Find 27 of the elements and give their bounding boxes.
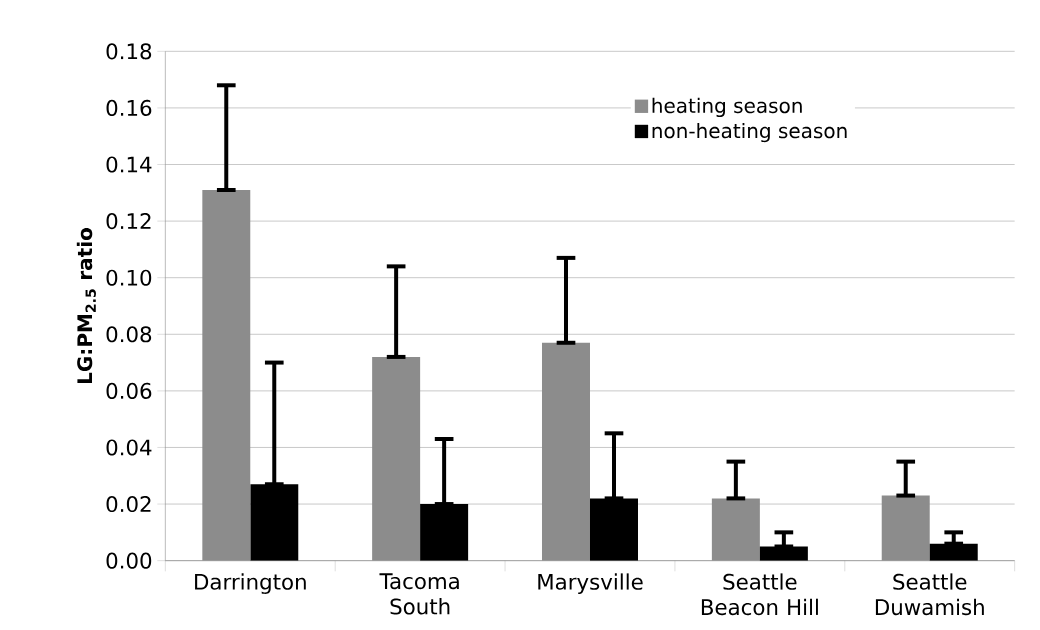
y-tick-label: 0.12 (106, 213, 151, 230)
y-tick-label: 0.06 (106, 382, 152, 399)
y-tick-label: 0.16 (106, 99, 152, 116)
x-tick-label: Marysville (538, 573, 643, 595)
x-tick-label: Seattle Beacon Hill (701, 573, 818, 616)
bar (881, 495, 930, 561)
y-tick-label: 0.08 (106, 326, 152, 343)
legend-label: non-heating season (652, 122, 847, 143)
bar (590, 498, 638, 561)
bar (250, 484, 299, 561)
y-tick-label: 0.18 (106, 43, 152, 60)
bar (420, 504, 469, 561)
bar (929, 543, 978, 561)
x-tick-label: Seattle Duwamish (875, 573, 984, 616)
legend-label: heating season (652, 97, 802, 118)
bar (542, 342, 590, 561)
bar (372, 356, 421, 561)
x-tick-label: Tacoma South (379, 573, 459, 615)
y-tick-label: 0.02 (106, 495, 151, 513)
x-tick-label: Darrington (195, 573, 306, 595)
y-tick-label: 0.10 (106, 269, 152, 286)
bar (202, 189, 251, 561)
y-tick-label: 0.00 (106, 552, 152, 569)
y-tick-label: 0.04 (106, 439, 152, 456)
y-tick-label: 0.14 (106, 156, 152, 173)
text: LG:PM$_{2.5}$ ratio (76, 228, 96, 383)
bar (711, 498, 760, 561)
